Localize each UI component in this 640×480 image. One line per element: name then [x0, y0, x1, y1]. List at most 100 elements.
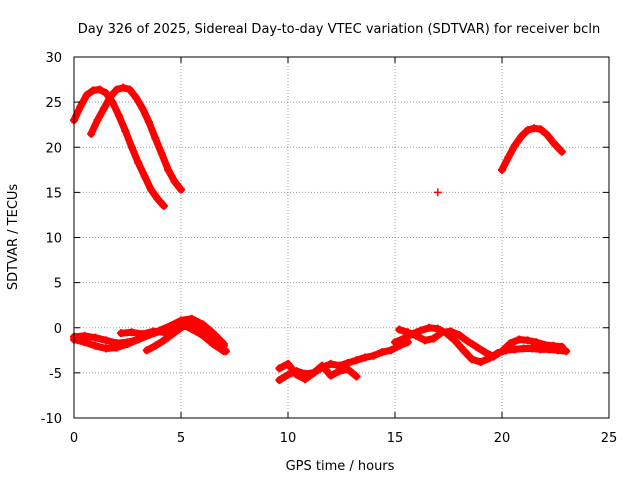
data-point — [532, 338, 541, 347]
data-point — [151, 134, 160, 143]
data-point — [472, 342, 481, 351]
data-point — [450, 336, 459, 345]
series-low-e — [275, 338, 412, 385]
data-point — [480, 348, 489, 357]
data-point — [515, 335, 524, 344]
data-point — [361, 353, 370, 362]
data-point — [127, 143, 136, 152]
data-point — [95, 85, 104, 94]
data-point — [202, 327, 211, 336]
y-tick-label: -10 — [41, 412, 62, 427]
y-tick-label: 5 — [54, 277, 62, 292]
data-point — [117, 329, 126, 338]
data-point — [170, 177, 179, 186]
data-point — [536, 125, 545, 134]
data-point — [459, 346, 468, 355]
y-axis-label: SDTVAR / TECUs — [6, 184, 21, 291]
data-point — [292, 370, 301, 379]
series-trace-low-f — [275, 360, 360, 383]
x-tick-label: 25 — [601, 431, 618, 446]
data-point — [132, 93, 141, 102]
x-tick-label: 10 — [280, 431, 297, 446]
data-point — [463, 337, 472, 346]
y-tick-label: 10 — [45, 232, 62, 247]
series-low-d — [142, 318, 228, 355]
data-point — [123, 339, 132, 348]
data-point — [134, 158, 143, 167]
data-point — [219, 341, 228, 350]
y-tick-label: 15 — [45, 186, 62, 201]
data-point — [416, 326, 425, 335]
data-point — [194, 321, 203, 330]
data-point — [76, 102, 85, 111]
y-tick-label: -5 — [49, 367, 62, 382]
data-point — [557, 147, 566, 156]
x-tick-label: 0 — [70, 431, 78, 446]
data-point — [412, 331, 421, 340]
data-point — [140, 172, 149, 181]
data-point — [326, 371, 335, 380]
data-point — [164, 165, 173, 174]
data-point — [82, 90, 91, 99]
data-point — [399, 334, 408, 343]
data-point — [125, 85, 134, 94]
data-point — [549, 138, 558, 147]
data-point — [91, 341, 100, 350]
data-point — [211, 334, 220, 343]
data-point — [352, 356, 361, 365]
data-point — [318, 361, 327, 370]
data-point — [527, 344, 536, 353]
data-point — [159, 201, 168, 210]
data-point — [106, 92, 115, 101]
data-point — [429, 334, 438, 343]
data-point — [446, 327, 455, 336]
data-point — [433, 188, 442, 197]
series-outlier — [433, 188, 442, 197]
data-point — [386, 346, 395, 355]
data-point — [395, 325, 404, 334]
x-tick-label: 15 — [387, 431, 404, 446]
data-point — [121, 127, 130, 136]
data-point — [91, 333, 100, 342]
data-point — [153, 194, 162, 203]
data-point — [517, 132, 526, 141]
data-point — [557, 342, 566, 351]
data-point — [519, 344, 528, 353]
data-point — [504, 153, 513, 162]
data-point — [326, 359, 335, 368]
data-point — [455, 330, 464, 339]
series-trace-low-d — [143, 318, 228, 354]
data-point — [489, 352, 498, 361]
data-point — [498, 165, 506, 174]
data-point — [438, 328, 447, 337]
data-point — [562, 347, 571, 356]
data-point — [523, 126, 532, 135]
data-point — [177, 185, 185, 194]
x-tick-label: 20 — [494, 431, 511, 446]
axis-ticks: 0 5 10 15 20 25 -10 -5 0 5 10 15 20 25 30 — [41, 51, 618, 446]
data-point — [99, 104, 108, 113]
data-point — [159, 336, 168, 345]
data-point — [168, 330, 177, 339]
data-point — [275, 364, 284, 373]
data-point — [523, 336, 532, 345]
x-tick-label: 5 — [177, 431, 185, 446]
data-point — [147, 185, 156, 194]
data-point — [284, 370, 292, 379]
data-point — [420, 336, 429, 345]
data-point — [177, 323, 185, 332]
x-axis-label: GPS time / hours — [286, 459, 395, 474]
data-point — [403, 328, 412, 337]
data-point — [275, 376, 284, 385]
data-point — [378, 348, 387, 357]
data-point — [142, 346, 151, 355]
data-point — [476, 358, 485, 367]
data-point — [87, 129, 96, 138]
data-point — [151, 341, 160, 350]
data-point — [391, 338, 399, 347]
data-point — [114, 111, 123, 120]
series-trace-low-e — [275, 338, 412, 384]
series-arc-3 — [498, 124, 566, 174]
